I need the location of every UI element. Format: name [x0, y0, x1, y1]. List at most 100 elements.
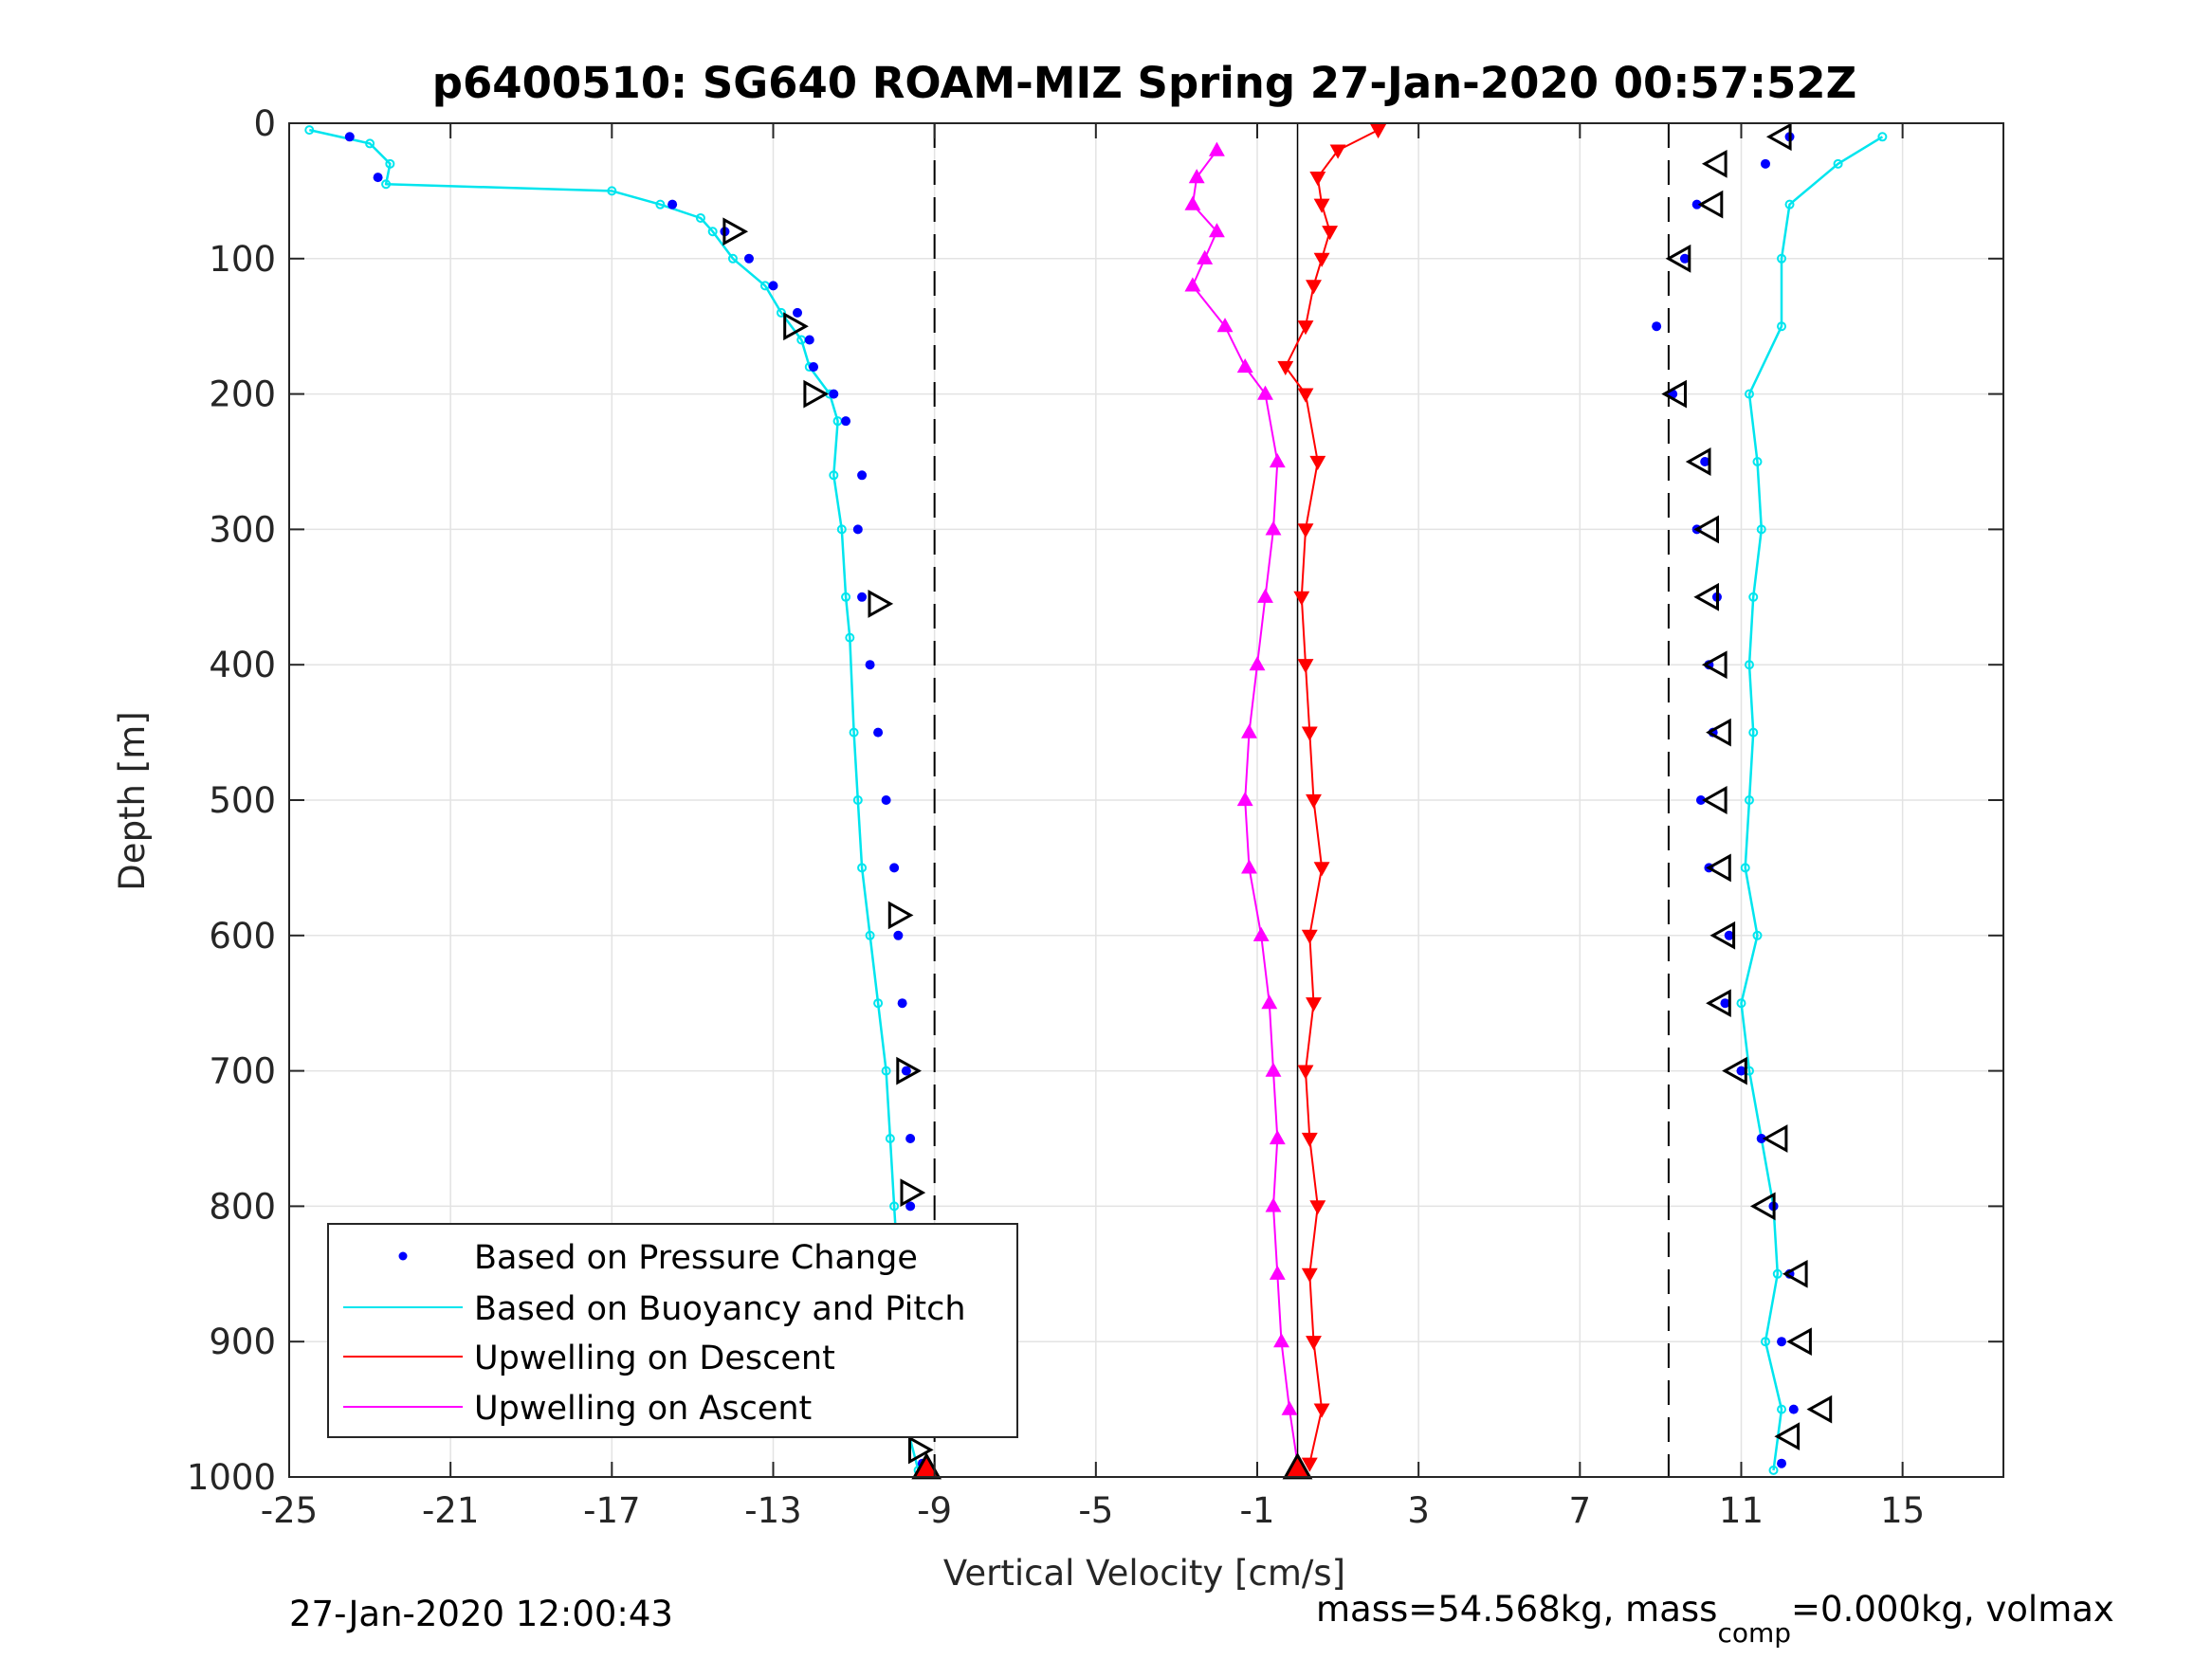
buoyancy-pitch-point — [304, 125, 315, 136]
ascent-direction-marker — [1706, 718, 1731, 747]
upwelling-descent-point — [1306, 997, 1322, 1012]
upwelling-ascent-point — [1261, 994, 1278, 1010]
legend: Based on Pressure Change Based on Buoyan… — [327, 1223, 1018, 1438]
pressure-change-point — [897, 998, 907, 1009]
upwelling-ascent-point — [1236, 791, 1253, 807]
buoyancy-pitch-point — [841, 592, 851, 602]
ascent-direction-marker — [1701, 786, 1728, 814]
buoyancy-pitch-point — [1744, 389, 1754, 399]
buoyancy-pitch-point — [885, 1134, 895, 1143]
buoyancy-pitch-point — [1748, 592, 1759, 602]
buoyancy-pitch-point — [695, 212, 705, 223]
x-tick-label: 7 — [1569, 1490, 1592, 1531]
legend-symbol-pressure — [398, 1251, 408, 1261]
buoyancy-pitch-point — [881, 1066, 891, 1076]
pressure-change-point — [793, 307, 803, 318]
buoyancy-pitch-point — [845, 632, 855, 643]
x-tick-label: -13 — [744, 1490, 801, 1531]
pressure-change-point — [809, 362, 819, 373]
buoyancy-pitch-point — [865, 930, 875, 940]
mass-annotation-sub: comp — [1717, 1617, 1791, 1649]
buoyancy-pitch-point — [607, 186, 617, 196]
y-tick-label: 0 — [253, 103, 276, 144]
upwelling-descent-point — [1297, 320, 1314, 336]
upwelling-ascent-point — [1265, 520, 1282, 536]
y-tick-label: 300 — [209, 509, 276, 550]
ascent-direction-marker — [1765, 122, 1792, 152]
descent-direction-marker — [803, 379, 830, 409]
upwelling-ascent-point — [1241, 859, 1257, 874]
pressure-change-point — [1691, 199, 1702, 210]
pressure-change-point — [889, 863, 900, 873]
x-tick-label: -9 — [917, 1490, 952, 1531]
y-tick-label: 600 — [209, 916, 276, 957]
ascent-direction-marker — [1697, 190, 1724, 219]
upwelling-descent-point — [1309, 172, 1326, 187]
timestamp-annotation: 27-Jan-2020 12:00:43 — [289, 1594, 673, 1634]
ascent-direction-marker — [1722, 1056, 1747, 1085]
buoyancy-pitch-point — [1744, 660, 1754, 670]
y-tick-label: 200 — [209, 374, 276, 415]
descent-direction-marker — [722, 217, 749, 246]
upwelling-descent-point — [1322, 226, 1339, 241]
upwelling-descent-point — [1306, 1336, 1322, 1351]
x-tick-label: -21 — [422, 1490, 479, 1531]
buoyancy-pitch-point — [829, 470, 839, 481]
pressure-change-point — [905, 1201, 916, 1212]
upwelling-descent-point — [1301, 1132, 1318, 1148]
upwelling-ascent-point — [1273, 1333, 1289, 1348]
ascent-direction-marker — [1665, 244, 1691, 273]
ascent-direction-marker — [1661, 379, 1687, 409]
pressure-change-point — [901, 1066, 911, 1076]
upwelling-ascent-point — [1184, 277, 1201, 292]
upwelling-descent-point — [1297, 523, 1314, 538]
buoyancy-pitch-point — [1748, 727, 1759, 738]
pressure-change-point — [1736, 1066, 1746, 1076]
ascent-direction-marker — [1706, 989, 1731, 1018]
upwelling-descent-point — [1370, 124, 1387, 139]
upwelling-ascent-point — [1269, 452, 1286, 468]
buoyancy-pitch-descent-line — [309, 128, 920, 1471]
buoyancy-pitch-point — [365, 138, 375, 149]
descent-direction-marker — [783, 312, 809, 341]
upwelling-descent-point — [1329, 144, 1346, 159]
ascent-direction-marker — [1786, 1327, 1812, 1357]
y-tick-label: 400 — [209, 645, 276, 685]
legend-label-pressure: Based on Pressure Change — [474, 1239, 918, 1277]
y-axis-label: Depth [m] — [112, 711, 153, 890]
ascent-direction-marker — [1693, 515, 1719, 544]
buoyancy-pitch-point — [1752, 930, 1763, 940]
descent-direction-marker — [868, 590, 894, 618]
pressure-change-point — [893, 930, 904, 940]
ascent-direction-marker — [1709, 921, 1736, 950]
pressure-change-point — [804, 335, 814, 345]
x-tick-label: -5 — [1078, 1490, 1113, 1531]
pressure-change-point — [1700, 457, 1710, 466]
ascent-direction-marker — [1693, 582, 1719, 611]
pressure-change-point — [1695, 795, 1706, 805]
upwelling-ascent-point — [1269, 1265, 1286, 1280]
buoyancy-pitch-point — [1736, 998, 1746, 1009]
upwelling-ascent-point — [1197, 249, 1214, 264]
buoyancy-pitch-point — [1833, 158, 1843, 169]
mass-annotation: mass=54.568kg, masscomp=0.000kg, volmax — [1316, 1589, 2114, 1649]
pressure-change-point — [857, 592, 868, 602]
pressure-change-point — [881, 795, 891, 805]
upwelling-descent-point — [1306, 793, 1322, 810]
upwelling-ascent-point — [1216, 318, 1234, 333]
buoyancy-pitch-point — [889, 1201, 900, 1212]
buoyancy-pitch-point — [1761, 1337, 1771, 1347]
upwelling-descent-point — [1313, 1403, 1330, 1418]
x-tick-label: 15 — [1880, 1490, 1925, 1531]
x-tick-label: -17 — [583, 1490, 640, 1531]
upwelling-ascent-point — [1208, 223, 1225, 238]
buoyancy-pitch-point — [873, 998, 884, 1009]
y-tick-label: 1000 — [187, 1457, 276, 1498]
y-tick-label: 900 — [209, 1322, 276, 1362]
descent-direction-marker — [896, 1056, 922, 1085]
x-tick-label: -1 — [1240, 1490, 1275, 1531]
buoyancy-pitch-point — [381, 179, 392, 190]
x-tick-label: 11 — [1719, 1490, 1764, 1531]
pressure-change-point — [905, 1134, 916, 1143]
